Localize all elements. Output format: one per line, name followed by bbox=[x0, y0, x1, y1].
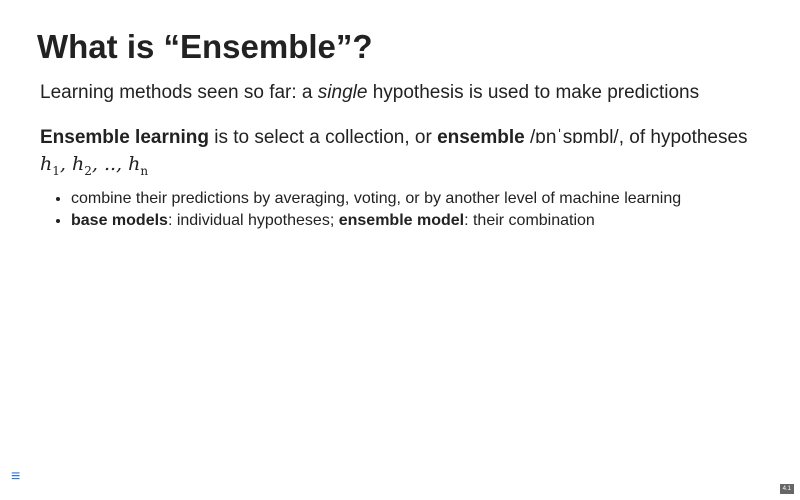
definition-text-1: is to select a collection, or bbox=[208, 127, 438, 148]
intro-text-before: Learning methods seen so far: a bbox=[40, 82, 318, 103]
intro-paragraph: Learning methods seen so far: a single h… bbox=[40, 82, 699, 104]
formula-h2: h bbox=[71, 153, 85, 175]
definition-text-2: /ɒnˈsɒmbl/, of hypotheses bbox=[524, 127, 748, 148]
bullet-item: combine their predictions by averaging, … bbox=[71, 188, 681, 210]
formula-h1: h bbox=[40, 153, 53, 175]
bullet-1-text: combine their predictions by averaging, … bbox=[71, 190, 682, 207]
formula-sub-n: n bbox=[140, 163, 149, 178]
term-ensemble: ensemble bbox=[437, 127, 525, 148]
definition-paragraph: Ensemble learning is to select a collect… bbox=[40, 124, 770, 185]
formula-sep-1: , bbox=[59, 153, 72, 175]
bullet-list: combine their predictions by averaging, … bbox=[54, 188, 681, 232]
intro-text-after: hypothesis is used to make predictions bbox=[367, 82, 700, 103]
formula-sep-2: , .., bbox=[91, 153, 129, 175]
hypotheses-formula: h1, h2, .., hn bbox=[40, 153, 149, 178]
slide-number: 4.1 bbox=[779, 484, 794, 494]
menu-icon[interactable]: ≡ bbox=[11, 468, 21, 485]
formula-sub-2: 2 bbox=[84, 163, 92, 178]
bullet-2-text-2: : their combination bbox=[464, 212, 595, 229]
formula-hn: h bbox=[128, 153, 141, 175]
term-base-models: base models bbox=[71, 212, 168, 229]
intro-emphasis: single bbox=[317, 82, 368, 103]
term-ensemble-model: ensemble model bbox=[338, 212, 465, 229]
term-ensemble-learning: Ensemble learning bbox=[40, 127, 209, 148]
slide-title: What is “Ensemble”? bbox=[37, 28, 373, 65]
bullet-item: base models: individual hypotheses; ense… bbox=[71, 210, 681, 232]
formula-sub-1: 1 bbox=[52, 163, 60, 178]
bullet-2-text-1: : individual hypotheses; bbox=[167, 212, 339, 229]
